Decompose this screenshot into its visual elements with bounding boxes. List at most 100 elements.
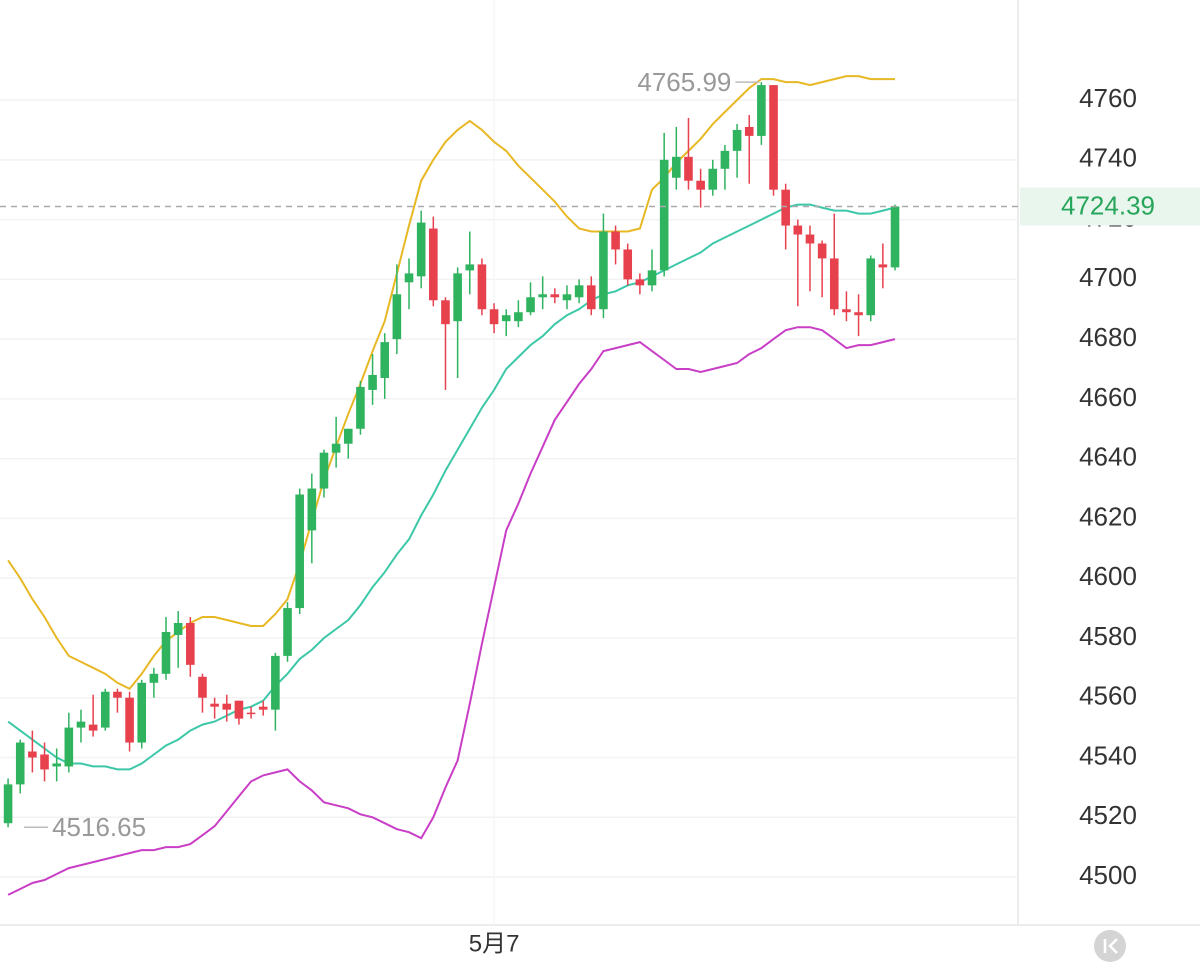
candle-body [380, 342, 390, 378]
collapse-button[interactable] [1094, 930, 1126, 962]
last-price-bg [1020, 187, 1200, 226]
candle-body [76, 721, 86, 728]
candle-body [854, 312, 863, 316]
candle-body [769, 85, 778, 190]
candle-body [878, 264, 888, 268]
candle-body [489, 309, 499, 325]
candle-body [866, 258, 876, 316]
candle-body [392, 294, 402, 340]
candle-body [550, 294, 560, 298]
candle-body [672, 156, 681, 178]
y-tick-label: 4760 [1079, 83, 1137, 113]
y-tick-label: 4560 [1079, 681, 1137, 711]
candle-body [28, 751, 37, 758]
candle-body [356, 386, 365, 429]
candle-body [88, 724, 98, 731]
candle-body [100, 691, 110, 728]
candle-body [635, 279, 645, 286]
candle-body [113, 691, 122, 698]
candle-body [501, 315, 511, 322]
candle-body [829, 258, 839, 310]
candle-body [526, 297, 535, 313]
candle-body [246, 712, 256, 715]
band-line [7, 75, 895, 691]
candle-body [574, 285, 584, 298]
candle-body [623, 249, 633, 280]
candle-body [659, 159, 669, 271]
last-price-label: 4724.39 [1061, 190, 1155, 220]
candle-body [307, 488, 317, 531]
candle-body [441, 300, 450, 325]
candle-body [842, 309, 851, 313]
y-tick-label: 4700 [1079, 262, 1137, 292]
y-tick-label: 4680 [1079, 322, 1137, 352]
candle-body [465, 264, 475, 271]
candle-body [647, 270, 657, 286]
candle-body [234, 700, 244, 719]
candle-body [149, 673, 159, 683]
candle-body [222, 703, 232, 710]
candle-body [416, 222, 426, 277]
candle-body [708, 168, 718, 190]
candle-body [210, 703, 219, 707]
candle-body [343, 428, 353, 444]
candle-body [404, 273, 414, 283]
band-line [7, 203, 896, 771]
candle-body [198, 676, 207, 698]
candle-body [514, 312, 523, 322]
candle-body [40, 754, 49, 770]
y-tick-label: 4500 [1079, 860, 1137, 890]
y-tick-label: 4540 [1079, 740, 1137, 770]
candle-body [173, 623, 183, 635]
candle-body [15, 742, 25, 785]
candle-body [283, 608, 292, 656]
candle-body [429, 228, 438, 301]
candle-body [3, 784, 13, 824]
y-tick-label: 4640 [1079, 442, 1137, 472]
grid [0, 99, 1018, 878]
y-tick-label: 4600 [1079, 561, 1137, 591]
candle-body [125, 697, 134, 743]
candle-body [781, 189, 790, 226]
labels: 4500 4520 4540 4560 4580 4600 4620 4640 4660 4680… [0, 67, 1200, 957]
candle-body [258, 706, 268, 710]
plot [3, 75, 900, 896]
candle-body [805, 234, 815, 244]
candle-body [477, 264, 487, 310]
candle-body [599, 231, 608, 310]
candle-body [817, 243, 827, 259]
candle-body [186, 623, 195, 665]
candle-body [793, 225, 803, 235]
band-line [7, 326, 896, 896]
candle-body [271, 655, 280, 710]
candle-body [295, 494, 304, 609]
candle-body [52, 763, 61, 767]
candle-body [744, 126, 754, 136]
y-tick-label: 4740 [1079, 143, 1137, 173]
y-tick-label: 4520 [1079, 800, 1137, 830]
candle-body [161, 631, 171, 674]
candle-body [64, 727, 74, 767]
x-tick-label: 5月7 [469, 930, 520, 957]
min-label: 4516.65 [52, 812, 146, 842]
candle-body [696, 180, 705, 190]
candle-body [331, 443, 341, 453]
y-tick-label: 4660 [1079, 382, 1137, 412]
candle-body [586, 285, 596, 310]
y-tick-label: 4580 [1079, 621, 1137, 651]
candle-body [684, 156, 693, 181]
candle-body [720, 150, 730, 169]
candle-body [453, 273, 462, 322]
candle-body [368, 374, 377, 390]
candle-body [562, 294, 572, 301]
button-icon[interactable] [1103, 938, 1118, 954]
candle-body [611, 231, 620, 250]
candle-body [137, 682, 147, 743]
candle-body [538, 294, 547, 298]
candle-body [732, 129, 742, 151]
y-tick-label: 4620 [1079, 501, 1137, 531]
candle-body [757, 85, 766, 136]
candle-body [319, 452, 329, 489]
max-label: 4765.99 [637, 67, 731, 97]
